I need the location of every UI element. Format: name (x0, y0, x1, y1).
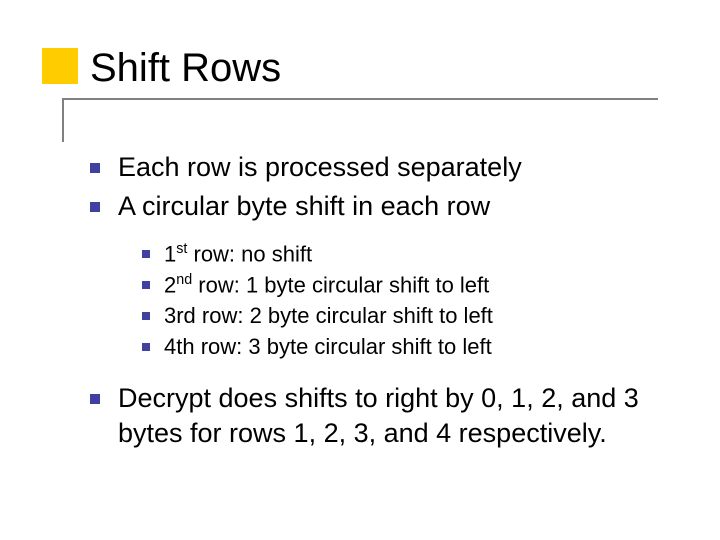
bullet-text: Each row is processed separately (118, 150, 522, 185)
title-side-line (62, 98, 64, 142)
bullet-text: Decrypt does shifts to right by 0, 1, 2,… (118, 381, 660, 451)
bullet-text: 1st row: no shift (164, 240, 312, 269)
bullet-level1: A circular byte shift in each row (90, 189, 660, 224)
bullet-text: A circular byte shift in each row (118, 189, 490, 224)
bullet-icon (142, 343, 150, 351)
bullet-level1: Decrypt does shifts to right by 0, 1, 2,… (90, 381, 660, 451)
bullet-icon (142, 250, 150, 258)
bullet-level2: 1st row: no shift (142, 240, 660, 269)
bullet-text: 3rd row: 2 byte circular shift to left (164, 302, 493, 331)
bullet-level2: 4th row: 3 byte circular shift to left (142, 333, 660, 362)
bullet-icon (90, 202, 100, 212)
bullet-text: 2nd row: 1 byte circular shift to left (164, 271, 489, 300)
bullet-icon (90, 163, 100, 173)
bullet-level2: 2nd row: 1 byte circular shift to left (142, 271, 660, 300)
bullet-level1: Each row is processed separately (90, 150, 660, 185)
bullet-text: 4th row: 3 byte circular shift to left (164, 333, 492, 362)
bullet-icon (142, 312, 150, 320)
slide-title: Shift Rows (90, 46, 281, 91)
slide-content: Each row is processed separately A circu… (90, 150, 660, 455)
bullet-level2: 3rd row: 2 byte circular shift to left (142, 302, 660, 331)
bullet-icon (142, 281, 150, 289)
sublist: 1st row: no shift 2nd row: 1 byte circul… (90, 240, 660, 361)
title-accent-box (42, 48, 78, 84)
title-underline (62, 98, 658, 100)
bullet-icon (90, 394, 100, 404)
